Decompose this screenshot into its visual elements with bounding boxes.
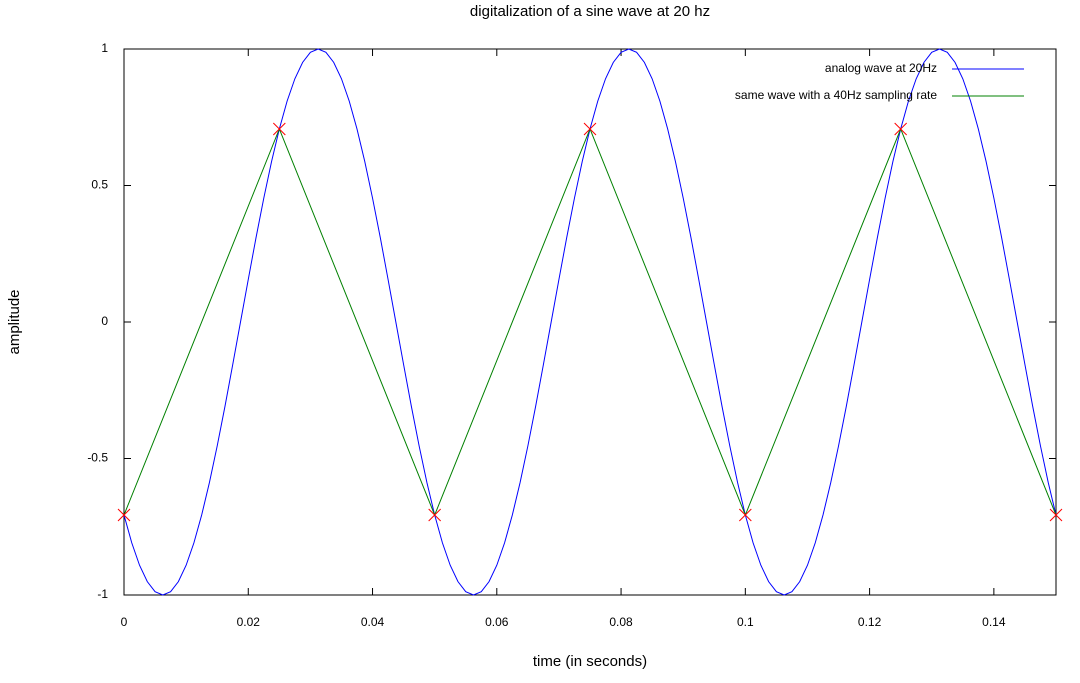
y-tick-label: -1 [97,587,108,601]
x-tick-label: 0.08 [609,615,633,629]
x-tick-label: 0 [121,615,128,629]
y-tick-label: -0.5 [87,451,108,465]
sample-marker [428,508,442,522]
x-axis-label: time (in seconds) [533,653,647,670]
y-axis-label: amplitude [6,289,23,354]
x-tick-label: 0.04 [361,615,385,629]
x-tick-label: 0.12 [858,615,882,629]
legend-label: same wave with a 40Hz sampling rate [735,88,937,102]
chart-title: digitalization of a sine wave at 20 hz [470,3,710,20]
x-tick-label: 0.14 [982,615,1006,629]
x-tick-label: 0.1 [737,615,754,629]
x-tick-label: 0.02 [237,615,261,629]
sample-marker [894,122,908,136]
sample-marker [738,508,752,522]
legend-label: analog wave at 20Hz [825,61,937,75]
sample-marker [1049,508,1063,522]
sample-marker [117,508,131,522]
y-tick-label: 0 [101,314,108,328]
sample-marker [583,122,597,136]
x-tick-label: 0.06 [485,615,509,629]
sample-marker [272,122,286,136]
y-tick-label: 0.5 [91,178,108,192]
y-tick-label: 1 [101,41,108,55]
